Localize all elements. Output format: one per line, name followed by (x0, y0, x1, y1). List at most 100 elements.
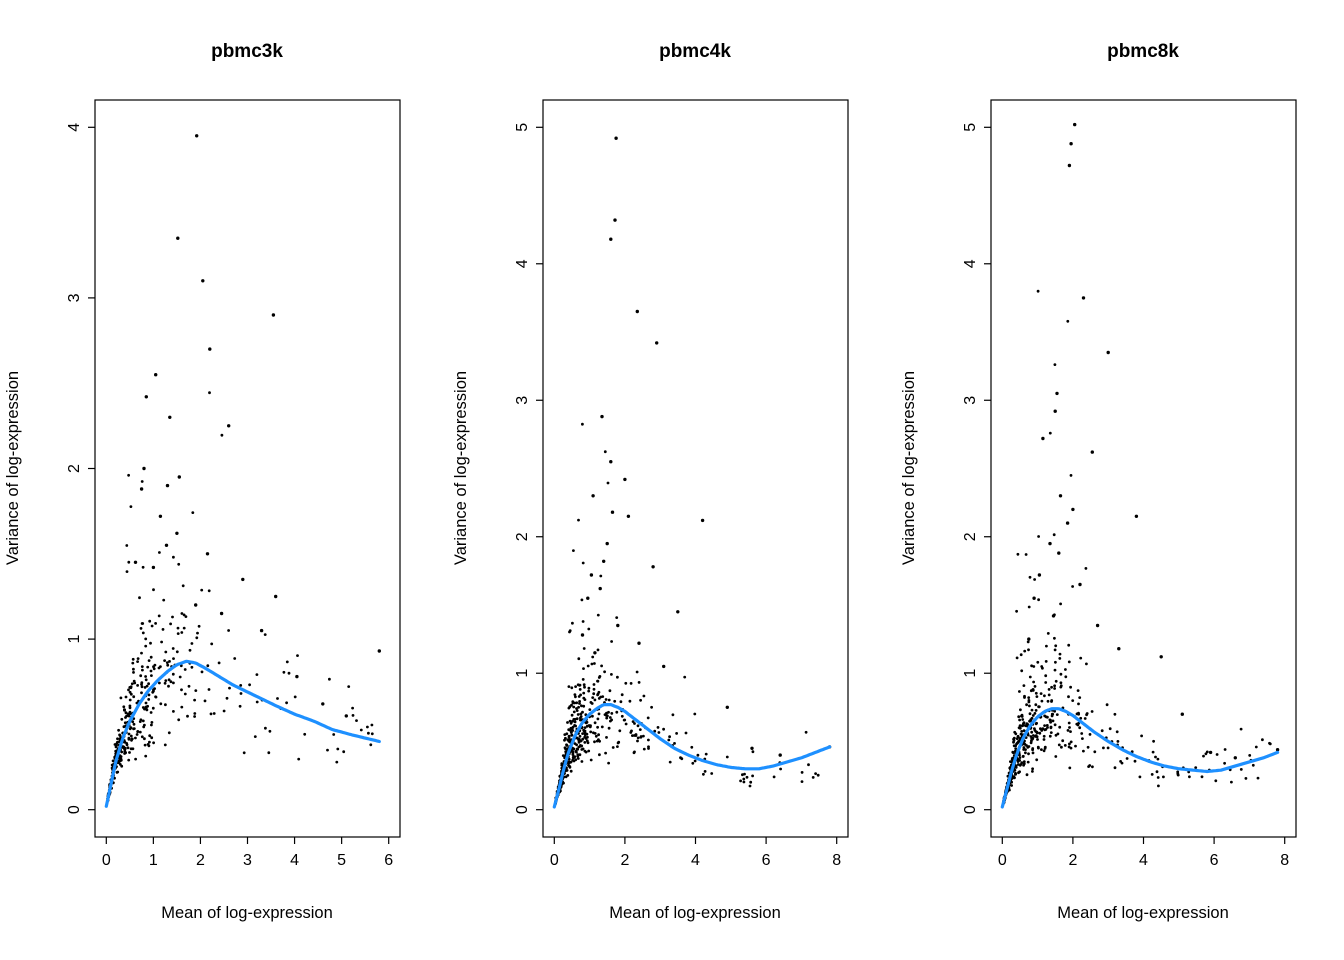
gene-point (268, 729, 272, 733)
y-tick-label: 1 (962, 669, 979, 678)
gene-point (125, 743, 129, 747)
y-tick-label: 2 (514, 532, 531, 541)
gene-point (636, 724, 640, 728)
gene-point (1022, 760, 1026, 763)
gene-point-outlier (1073, 122, 1077, 127)
gene-point (366, 725, 369, 729)
gene-point (225, 696, 229, 700)
gene-point-outlier (1037, 573, 1042, 577)
gene-point (134, 757, 138, 761)
gene-point (571, 701, 575, 705)
gene-point (134, 736, 137, 740)
gene-point (195, 636, 199, 640)
gene-point (200, 588, 204, 592)
gene-point (171, 615, 174, 619)
gene-point (1008, 788, 1011, 792)
scatter-points (554, 136, 832, 806)
x-tick-label: 4 (691, 852, 700, 869)
gene-point (130, 682, 134, 686)
gene-point (572, 549, 575, 552)
gene-point (1151, 750, 1155, 754)
gene-point (1030, 730, 1034, 734)
gene-point (570, 686, 574, 690)
gene-point (1052, 533, 1056, 537)
gene-point-outlier (133, 560, 138, 564)
gene-point (1254, 745, 1258, 749)
gene-point (1046, 715, 1049, 719)
gene-point (150, 721, 154, 724)
gene-point (597, 676, 601, 679)
gene-point (608, 689, 612, 693)
plot-content-pbmc3k: 0 1 2 3 4 5 6 0 1 2 3 4 (66, 99, 401, 869)
gene-point (1031, 751, 1035, 755)
trend-curve (552, 703, 832, 809)
gene-point (150, 674, 153, 677)
gene-point (139, 718, 143, 722)
gene-point (138, 730, 142, 734)
gene-point-outlier (1106, 350, 1110, 355)
gene-point (1068, 726, 1071, 729)
gene-point (571, 719, 574, 723)
gene-point (1223, 748, 1227, 751)
gene-point (603, 450, 607, 454)
gene-point (1077, 711, 1080, 715)
gene-point (743, 772, 746, 776)
gene-point-outlier (605, 541, 609, 546)
gene-point (1051, 719, 1055, 723)
gene-point (564, 747, 567, 751)
gene-point (1046, 699, 1050, 703)
gene-point (1060, 745, 1063, 749)
gene-point (572, 710, 576, 714)
gene-point (1033, 578, 1036, 581)
gene-point (1090, 710, 1094, 713)
gene-point (620, 714, 624, 718)
gene-point-outlier (750, 746, 754, 750)
gene-point (242, 751, 246, 755)
gene-point (144, 675, 148, 678)
gene-point (1018, 756, 1022, 759)
gene-point (200, 670, 204, 674)
gene-point (1091, 765, 1094, 769)
gene-point-outlier (1055, 391, 1059, 396)
y-axis-label-pbmc3k: Variance of log-expression (4, 371, 22, 565)
gene-point (1054, 660, 1057, 664)
gene-point (154, 695, 158, 699)
gene-point (1043, 714, 1047, 718)
gene-point (566, 774, 570, 777)
gene-point (167, 678, 171, 682)
gene-point (128, 698, 132, 702)
y-tick-label: 3 (962, 396, 979, 405)
gene-point (119, 696, 123, 700)
gene-point (580, 704, 583, 708)
gene-point-outlier (201, 279, 205, 283)
gene-point (1067, 721, 1071, 725)
gene-point (616, 741, 620, 745)
panel-title-pbmc8k: pbmc8k (1107, 41, 1179, 62)
gene-point (610, 640, 613, 643)
gene-point (577, 705, 580, 709)
gene-point (168, 660, 171, 663)
gene-point (816, 773, 820, 777)
gene-point (589, 758, 593, 762)
gene-point (1057, 743, 1061, 747)
gene-point (1085, 662, 1088, 666)
gene-point (662, 727, 665, 731)
gene-point (636, 739, 639, 743)
gene-point (303, 732, 307, 736)
gene-point-outlier (274, 594, 278, 599)
gene-point (581, 561, 585, 565)
gene-point (149, 669, 153, 673)
gene-point-outlier (1057, 551, 1061, 555)
panel-title-pbmc4k: pbmc4k (659, 41, 731, 62)
gene-point (113, 743, 117, 746)
gene-point (127, 737, 131, 741)
gene-point (132, 695, 136, 699)
gene-point (1138, 775, 1142, 779)
gene-point (166, 663, 170, 667)
gene-point (1044, 660, 1048, 663)
gene-point (1088, 764, 1092, 767)
gene-point-outlier (616, 623, 620, 628)
plot-content-pbmc4k: 0 2 4 6 8 0 1 2 3 4 5 (514, 99, 849, 869)
gene-point (1014, 747, 1018, 750)
gene-point (605, 711, 608, 715)
